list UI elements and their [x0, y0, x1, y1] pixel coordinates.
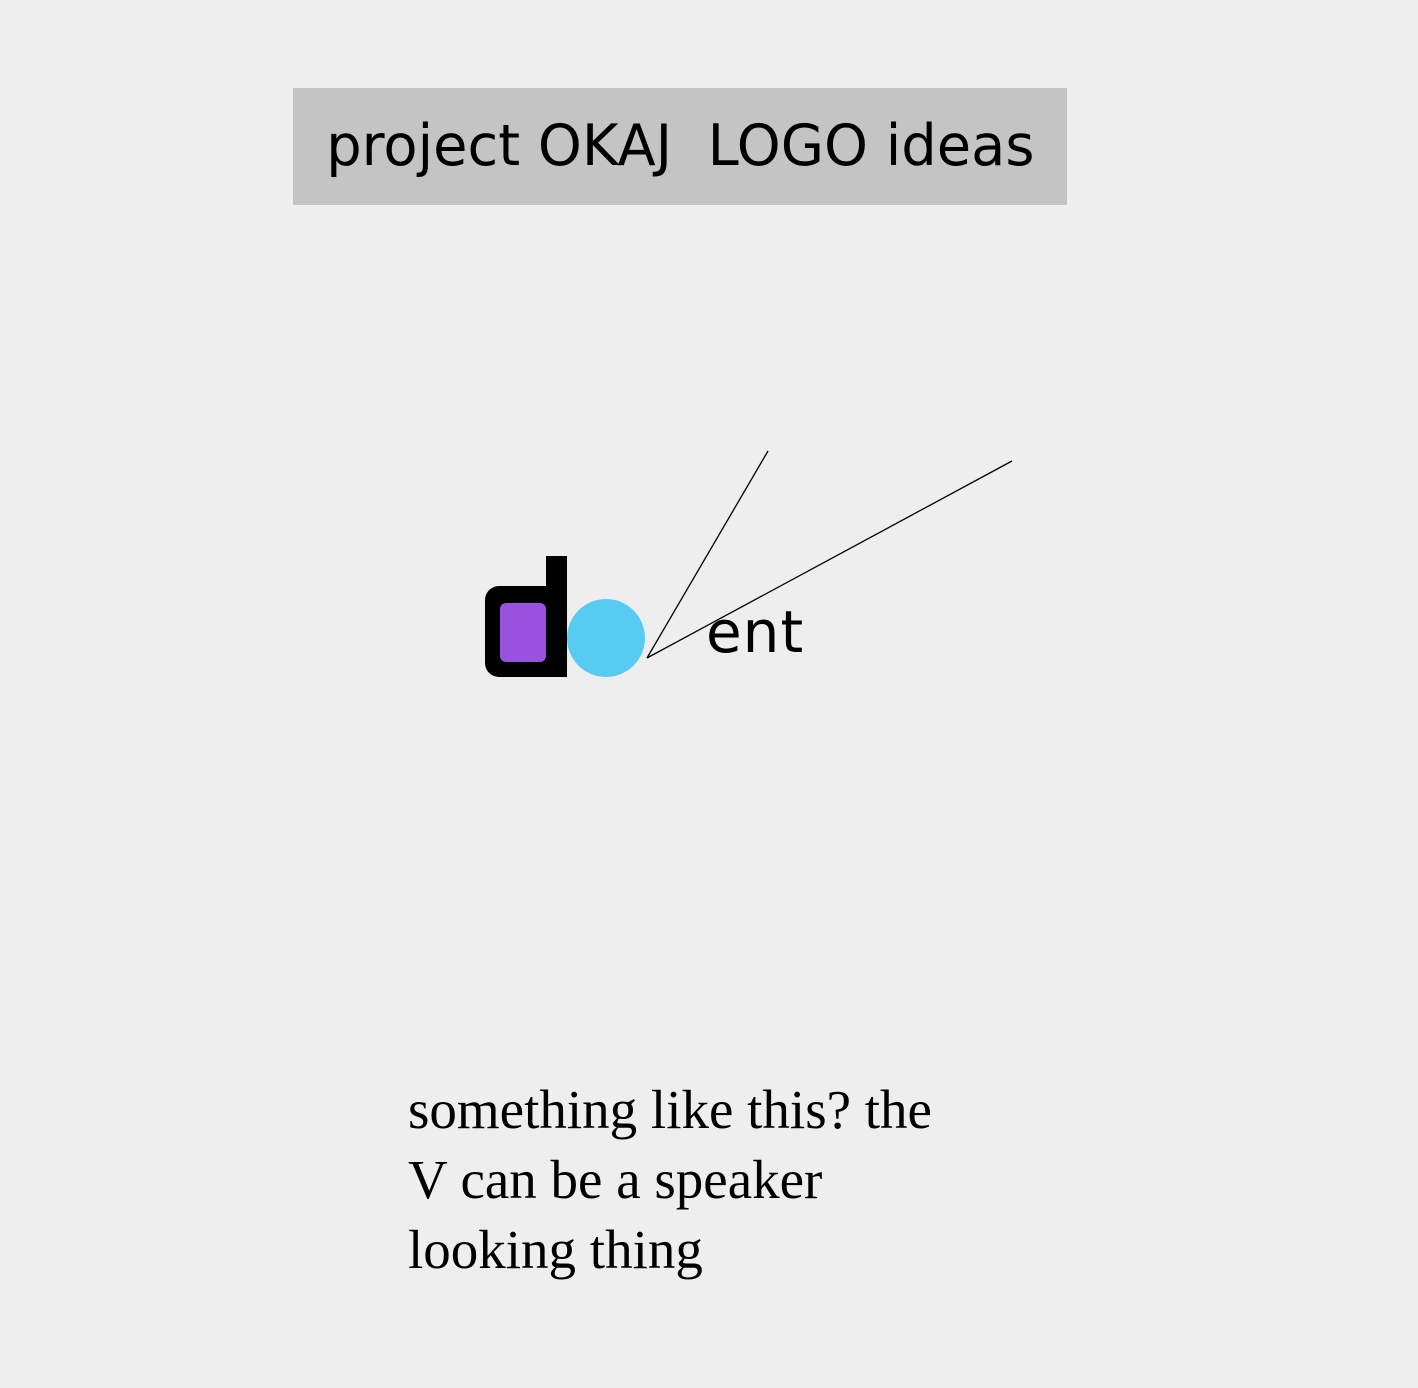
page-title: project OKAJ LOGO ideas	[325, 113, 1035, 179]
letter-d-counter	[500, 603, 546, 662]
note-line: looking thing	[408, 1219, 703, 1280]
note-text: something like this? the V can be a spea…	[408, 1075, 1028, 1285]
note-line: V can be a speaker	[408, 1149, 823, 1210]
logo-letter-d	[485, 556, 567, 677]
letter-d-stem	[546, 556, 567, 677]
logo-suffix-text: ent	[706, 598, 805, 666]
letter-d-bowl	[485, 586, 567, 677]
logo-circle	[567, 599, 645, 677]
logo-v-line-right	[646, 460, 1013, 659]
title-banner: project OKAJ LOGO ideas	[293, 88, 1067, 205]
note-line: something like this? the	[408, 1079, 932, 1140]
